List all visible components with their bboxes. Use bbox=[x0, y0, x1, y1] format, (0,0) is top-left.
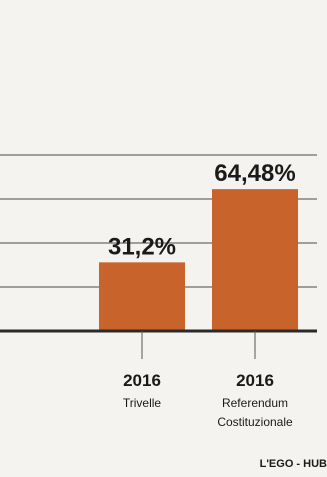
category-label: Referendum bbox=[222, 396, 288, 410]
category-labels: 2016 Trivelle 2016 Referendum Costituzionale bbox=[123, 371, 293, 429]
source-credit: L'EGO - HUB bbox=[260, 458, 327, 470]
category-year: 2016 bbox=[123, 371, 161, 390]
bar bbox=[212, 189, 298, 331]
value-label: 64,48% bbox=[214, 160, 295, 187]
category-ticks bbox=[142, 331, 255, 359]
category-label: Trivelle bbox=[123, 396, 162, 410]
category-label: Costituzionale bbox=[217, 415, 293, 429]
bar bbox=[99, 262, 185, 331]
value-label: 31,2% bbox=[108, 233, 176, 260]
category-year: 2016 bbox=[236, 371, 274, 390]
